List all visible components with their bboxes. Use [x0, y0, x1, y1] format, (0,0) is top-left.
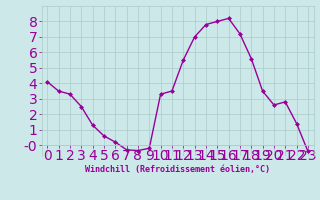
X-axis label: Windchill (Refroidissement éolien,°C): Windchill (Refroidissement éolien,°C)	[85, 165, 270, 174]
